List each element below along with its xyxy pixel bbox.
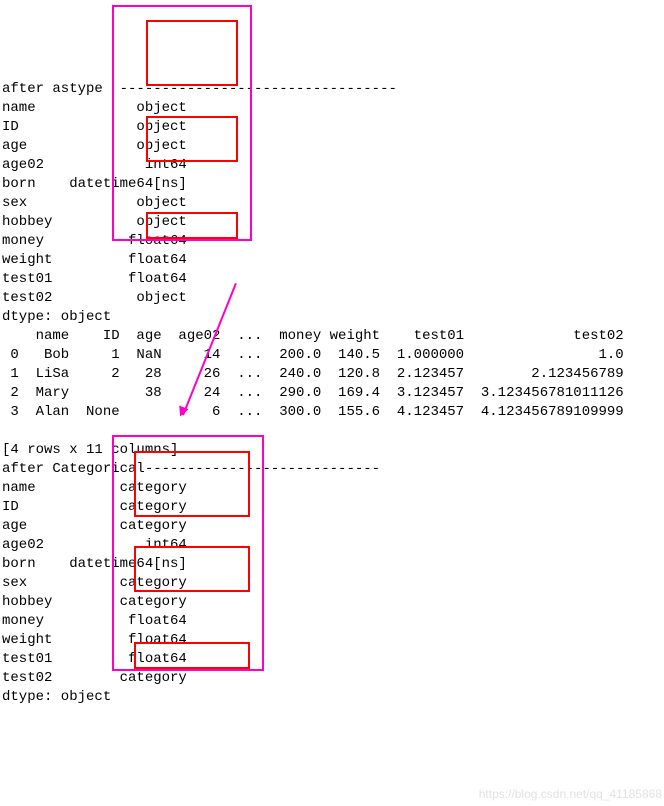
section-header: after Categorical	[2, 461, 145, 477]
dtype-label: born	[2, 556, 69, 572]
output-line: weight float64	[2, 251, 664, 270]
dtype-value: object	[69, 214, 187, 230]
dash-line: ----------------------------	[145, 461, 380, 477]
df-row: 1 LiSa 2 28 26 ... 240.0 120.8 2.123457 …	[2, 366, 624, 382]
output-line: money float64	[2, 232, 664, 251]
output-line: age02 int64	[2, 156, 664, 175]
dtype-value: float64	[69, 271, 187, 287]
df-row: 3 Alan None 6 ... 300.0 155.6 4.123457 4…	[2, 404, 624, 420]
dtype-label: born	[2, 176, 69, 192]
output-line: ID category	[2, 498, 664, 517]
dash-line: ---------------------------------	[120, 81, 397, 97]
dtype-value: category	[69, 670, 187, 686]
output-line: [4 rows x 11 columns]	[2, 441, 664, 460]
dtype-value: int64	[69, 537, 187, 553]
dtype-label: hobbey	[2, 594, 69, 610]
dtype-label: age	[2, 138, 69, 154]
dtype-value: object	[69, 119, 187, 135]
dtype-value: category	[69, 518, 187, 534]
output-line: dtype: object	[2, 688, 664, 707]
dtype-value: category	[69, 575, 187, 591]
output-line: test02 object	[2, 289, 664, 308]
console-output: after astype ---------------------------…	[2, 80, 664, 707]
dtype-value: category	[69, 480, 187, 496]
output-line	[2, 422, 664, 441]
output-line: born datetime64[ns]	[2, 555, 664, 574]
dtype-label: money	[2, 233, 69, 249]
dtype-label: ID	[2, 119, 69, 135]
dtype-label: age02	[2, 537, 69, 553]
dtype-label: name	[2, 100, 69, 116]
dtype-value: category	[69, 594, 187, 610]
dtype-value: int64	[69, 157, 187, 173]
dtype-value: object	[69, 100, 187, 116]
dtype-label: ID	[2, 499, 69, 515]
highlight-box-red	[146, 20, 238, 86]
dtype-value: object	[69, 195, 187, 211]
output-line: age object	[2, 137, 664, 156]
output-line: 3 Alan None 6 ... 300.0 155.6 4.123457 4…	[2, 403, 664, 422]
dtype-label: hobbey	[2, 214, 69, 230]
output-line: born datetime64[ns]	[2, 175, 664, 194]
dtype-label: weight	[2, 632, 69, 648]
output-line: hobbey category	[2, 593, 664, 612]
dtype-label: test02	[2, 670, 69, 686]
dtype-value: float64	[69, 632, 187, 648]
output-line: after astype ---------------------------…	[2, 80, 664, 99]
output-line: weight float64	[2, 631, 664, 650]
dtype-label: age02	[2, 157, 69, 173]
dtype-value: float64	[69, 613, 187, 629]
dtype-label: test01	[2, 271, 69, 287]
dtype-value: datetime64[ns]	[69, 556, 187, 572]
dtype-label: name	[2, 480, 69, 496]
dtype-value: object	[69, 290, 187, 306]
watermark: https://blog.csdn.net/qq_41185868	[479, 785, 662, 804]
output-line: hobbey object	[2, 213, 664, 232]
dtype-value: float64	[69, 651, 187, 667]
output-line: after Categorical-----------------------…	[2, 460, 664, 479]
dtype-label: sex	[2, 195, 69, 211]
dtype-label: sex	[2, 575, 69, 591]
dtype-footer: dtype: object	[2, 689, 111, 705]
dtype-value: object	[69, 138, 187, 154]
output-line: age category	[2, 517, 664, 536]
output-line: name ID age age02 ... money weight test0…	[2, 327, 664, 346]
df-row: 0 Bob 1 NaN 14 ... 200.0 140.5 1.000000 …	[2, 347, 624, 363]
output-line: money float64	[2, 612, 664, 631]
output-line: 2 Mary 38 24 ... 290.0 169.4 3.123457 3.…	[2, 384, 664, 403]
output-line: 0 Bob 1 NaN 14 ... 200.0 140.5 1.000000 …	[2, 346, 664, 365]
output-line: test01 float64	[2, 650, 664, 669]
output-line: name category	[2, 479, 664, 498]
section-header: after astype	[2, 81, 120, 97]
dtype-value: float64	[69, 252, 187, 268]
df-row: 2 Mary 38 24 ... 290.0 169.4 3.123457 3.…	[2, 385, 624, 401]
dtype-label: test02	[2, 290, 69, 306]
dtype-label: test01	[2, 651, 69, 667]
output-line: dtype: object	[2, 308, 664, 327]
output-line: ID object	[2, 118, 664, 137]
output-line: test01 float64	[2, 270, 664, 289]
dtype-value: category	[69, 499, 187, 515]
df-summary: [4 rows x 11 columns]	[2, 442, 178, 458]
output-line: sex object	[2, 194, 664, 213]
dtype-label: weight	[2, 252, 69, 268]
df-header: name ID age age02 ... money weight test0…	[2, 328, 624, 344]
dtype-value: float64	[69, 233, 187, 249]
dtype-label: age	[2, 518, 69, 534]
output-line: 1 LiSa 2 28 26 ... 240.0 120.8 2.123457 …	[2, 365, 664, 384]
dtype-footer: dtype: object	[2, 309, 111, 325]
output-line: name object	[2, 99, 664, 118]
output-line: sex category	[2, 574, 664, 593]
dtype-label: money	[2, 613, 69, 629]
output-line: age02 int64	[2, 536, 664, 555]
dtype-value: datetime64[ns]	[69, 176, 187, 192]
